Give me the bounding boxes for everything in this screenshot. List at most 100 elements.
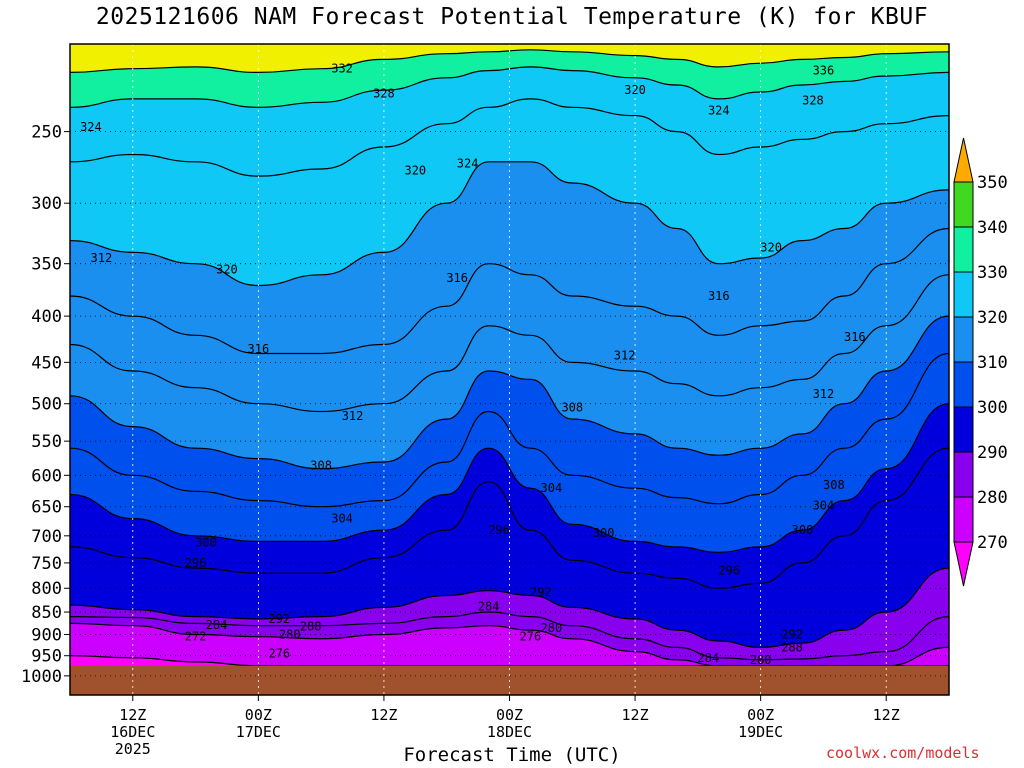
isentrope-324 [69,98,950,177]
contour-label: 276 [520,630,542,644]
x-tick-label: 19DEC [738,723,783,741]
contour-label: 316 [248,342,270,356]
contour-label: 328 [802,94,824,108]
contour-label: 296 [185,556,207,570]
colorbar-band [953,361,974,408]
isentrope-320 [69,161,950,287]
colorbar-label: 340 [977,218,1008,238]
contour-label: 308 [823,478,845,492]
colorbar-label: 350 [977,173,1008,193]
contour-label: 316 [844,330,866,344]
contour-label: 284 [206,618,228,632]
y-tick-label: 500 [31,395,62,415]
contour-label: 300 [593,526,615,540]
contour-label: 304 [331,512,353,526]
contour-label: 280 [750,653,772,667]
colorbar-arrow-low [953,541,974,587]
contour-label: 288 [300,620,322,634]
x-tick-label: 12Z [119,706,146,724]
contour-label: 288 [781,640,803,654]
colorbar-arrow-high [953,137,974,183]
x-tick-label: 16DEC [110,723,155,741]
x-tick-label: 18DEC [487,723,532,741]
contour-label: 280 [279,627,301,641]
isentrope-300 [69,403,950,553]
theta-contour-lines [69,49,950,667]
isentrope-290 [69,567,950,649]
contour-label: 312 [614,348,636,362]
contour-label: 292 [781,627,803,641]
contour-label: 320 [216,262,238,276]
colorbar-band [953,406,974,453]
contour-label: 336 [813,64,835,78]
contour-label: 312 [91,251,113,265]
y-tick-label: 300 [31,194,62,214]
contour-label: 276 [268,647,290,661]
colorbar: 270 280 290 300 310 320 330 340 350 [953,137,1008,587]
y-tick-label: 700 [31,527,62,547]
contour-label: 284 [697,651,719,665]
contour-labels: 332 328 324 324 324 320 320 320 320 328 336 316 316 3… [80,62,866,667]
colorbar-band [953,226,974,273]
x-tick-label: 12Z [370,706,397,724]
y-tick-label: 950 [31,647,62,667]
contour-label: 320 [404,163,426,177]
x-axis-title: Forecast Time (UTC) [403,744,621,766]
contour-label: 284 [478,599,500,613]
contour-label: 300 [195,535,217,549]
grid-lines [70,44,949,695]
y-tick-label: 450 [31,353,62,373]
y-tick-label: 550 [31,432,62,452]
contour-label: 296 [488,523,510,537]
colorbar-label: 280 [977,488,1008,508]
colorbar-label: 270 [977,533,1008,553]
contour-label: 304 [541,481,563,495]
contour-label: 312 [342,409,364,423]
y-tick-label: 650 [31,498,62,518]
contour-label: 272 [185,630,207,644]
colorbar-label: 330 [977,263,1008,283]
colorbar-band [953,496,974,543]
contour-label: 320 [760,241,782,255]
x-tick-label: 12Z [622,706,649,724]
y-axis: 2503003504004505005506006507007508008509… [21,123,70,687]
contour-label: 308 [310,458,332,472]
isentrope-312 [69,274,950,413]
colorbar-band [953,271,974,318]
y-tick-label: 400 [31,307,62,327]
isentrope-316 [69,227,950,355]
isentrope-328 [69,66,950,108]
colorbar-label: 300 [977,398,1008,418]
isentrope-332 [69,49,950,74]
contour-label: 304 [813,499,835,513]
y-tick-label: 1000 [21,667,62,687]
colorbar-label: 310 [977,353,1008,373]
x-tick-label: 12Z [873,706,900,724]
y-tick-label: 750 [31,554,62,574]
contour-label: 320 [624,83,646,97]
contour-label: 296 [718,564,740,578]
credit-link[interactable]: coolwx.com/models [826,744,980,762]
chart-title: 2025121606 NAM Forecast Potential Temper… [95,4,929,30]
colorbar-band [953,316,974,363]
contour-label: 332 [331,62,353,76]
isentrope-296 [69,447,950,589]
x-tick-label: 17DEC [236,723,281,741]
contour-label: 292 [268,612,290,626]
y-tick-label: 350 [31,255,62,275]
x-tick-label: 00Z [747,706,774,724]
x-tick-label: 00Z [496,706,523,724]
contour-label: 324 [708,104,730,118]
colorbar-band [953,181,974,228]
contour-label: 292 [530,585,552,599]
contour-label: 328 [373,87,395,101]
contour-label: 324 [457,156,479,170]
y-tick-label: 250 [31,123,62,143]
x-tick-label: 2025 [115,740,151,758]
contour-label: 280 [541,621,563,635]
x-tick-label: 00Z [245,706,272,724]
contour-label: 312 [813,387,835,401]
contour-label: 324 [80,120,102,134]
isentrope-280 [69,622,950,667]
